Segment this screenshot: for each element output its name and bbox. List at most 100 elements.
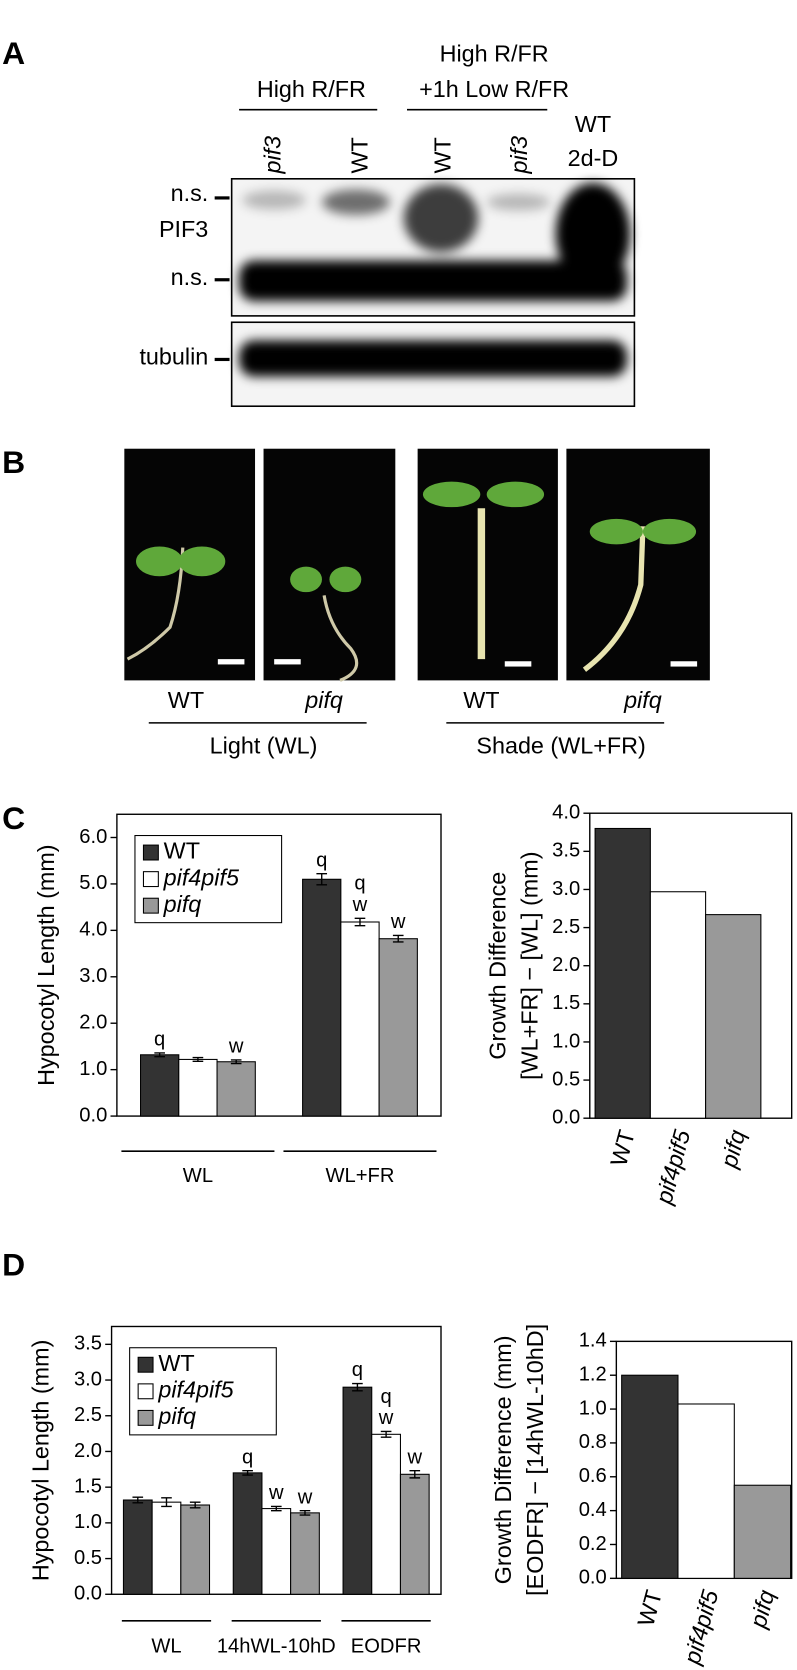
legend-swatch <box>137 1383 154 1400</box>
x-tick-label: pifq <box>745 1587 780 1631</box>
photo-label: WT <box>463 687 499 713</box>
y-tick-label: 4.0 <box>552 802 580 824</box>
y-tick-label: 3.0 <box>74 1368 102 1390</box>
bar <box>302 878 342 1117</box>
x-tick-label: WL <box>151 1636 181 1658</box>
x-tick-label: WL <box>183 1165 213 1187</box>
significance-letter: w <box>352 894 368 916</box>
y-tick-label: 0.0 <box>552 1107 580 1129</box>
plot-frame <box>116 813 442 1117</box>
significance-letter: w <box>390 911 406 933</box>
bar <box>371 1433 401 1595</box>
error-bar <box>132 1496 144 1504</box>
x-tick-label: pif4pif5 <box>650 1126 695 1207</box>
error-bar <box>392 934 404 943</box>
lane-label: pif3 <box>506 136 532 175</box>
significance-letter: w <box>228 1035 244 1057</box>
photo-label: pifq <box>304 687 343 713</box>
legend-label: pif4pif5 <box>157 1376 234 1402</box>
bar <box>151 1501 182 1595</box>
bar <box>733 1484 792 1579</box>
error-bar <box>161 1497 172 1508</box>
photo-label: pifq <box>623 687 662 713</box>
row-label: PIF3 <box>159 216 208 242</box>
legend-label: pifq <box>163 891 202 917</box>
group-label: High R/FR <box>257 76 366 102</box>
y-tick-label: 0.0 <box>579 1567 607 1589</box>
x-tick-label: WL+FR <box>325 1165 394 1187</box>
y-tick-label: 3.5 <box>74 1333 102 1355</box>
legend-label: WT <box>158 1350 194 1376</box>
bar <box>621 1374 679 1579</box>
error-bar <box>409 1470 421 1479</box>
x-tick-label: WT <box>605 1127 640 1169</box>
row-label: n.s. <box>171 264 209 290</box>
y-axis-label: Growth Difference <box>485 872 511 1060</box>
bar <box>705 914 762 1119</box>
error-bar <box>352 1382 363 1392</box>
y-tick-label: 2.5 <box>74 1404 102 1426</box>
group-label: +1h Low R/FR <box>419 76 569 102</box>
x-tick-label: pifq <box>715 1127 750 1171</box>
legend-swatch <box>142 897 159 914</box>
y-tick-label: 3.5 <box>552 840 580 862</box>
y-tick-label: 6.0 <box>79 826 107 848</box>
legend-label: pifq <box>157 1403 196 1429</box>
photos <box>124 448 710 682</box>
significance-letter: q <box>316 849 327 871</box>
legend-swatch <box>142 871 159 888</box>
significance-letter: q <box>242 1446 253 1468</box>
significance-letter: q <box>380 1386 391 1408</box>
bar <box>594 827 651 1119</box>
bar <box>178 1058 218 1117</box>
y-tick-label: 0.5 <box>552 1068 580 1090</box>
error-bar <box>354 917 366 927</box>
y-tick-label: 1.2 <box>579 1364 607 1386</box>
y-tick-label: 0.5 <box>74 1547 102 1569</box>
x-tick-label: WT <box>632 1587 667 1629</box>
y-tick-label: 5.0 <box>79 872 107 894</box>
lane-label: WT <box>575 111 611 137</box>
x-tick-label: EODFR <box>351 1636 422 1658</box>
y-tick-label: 3.0 <box>552 878 580 900</box>
lane-label: WT <box>346 137 372 173</box>
row-label: n.s. <box>171 180 209 206</box>
legend-swatch <box>137 1356 154 1373</box>
significance-letter: w <box>297 1486 313 1508</box>
error-bar <box>189 1501 201 1509</box>
y-tick-label: 2.5 <box>552 916 580 938</box>
photo-label: WT <box>168 687 204 713</box>
error-bar <box>299 1510 311 1516</box>
y-tick-label: 0.6 <box>579 1465 607 1487</box>
y-axis-label: [WL+FR] − [WL] (mm) <box>517 852 543 1080</box>
y-tick-label: 1.0 <box>579 1397 607 1419</box>
y-tick-label: 4.0 <box>79 919 107 941</box>
y-tick-label: 0.2 <box>579 1533 607 1555</box>
bar <box>290 1512 320 1595</box>
significance-letter: q <box>352 1359 363 1381</box>
error-bar <box>380 1430 392 1438</box>
error-bar <box>242 1470 253 1476</box>
significance-letter: q <box>354 873 365 895</box>
y-axis-label: [EODFR] − [14hWL-10hD] <box>522 1324 548 1596</box>
bar <box>216 1061 256 1117</box>
y-axis-label: Hypocotyl Length (mm) <box>28 1340 54 1581</box>
y-tick-label: 2.0 <box>79 1012 107 1034</box>
y-tick-label: 0.0 <box>79 1104 107 1126</box>
bar <box>649 891 707 1119</box>
significance-letter: q <box>154 1029 165 1051</box>
bar <box>122 1499 153 1595</box>
y-axis-label: Growth Difference (mm) <box>490 1335 516 1584</box>
legend-box <box>134 835 283 924</box>
x-tick-label: 14hWL-10hD <box>217 1636 336 1658</box>
panel-label: B <box>2 444 25 480</box>
bar <box>180 1504 211 1595</box>
y-tick-label: 1.4 <box>579 1330 607 1352</box>
bar <box>232 1472 263 1595</box>
y-tick-label: 2.0 <box>74 1440 102 1462</box>
condition-label: Shade (WL+FR) <box>476 733 645 759</box>
legend-label: pif4pif5 <box>163 864 240 890</box>
significance-letter: w <box>378 1407 394 1429</box>
x-tick-label: pif4pif5 <box>678 1586 723 1667</box>
